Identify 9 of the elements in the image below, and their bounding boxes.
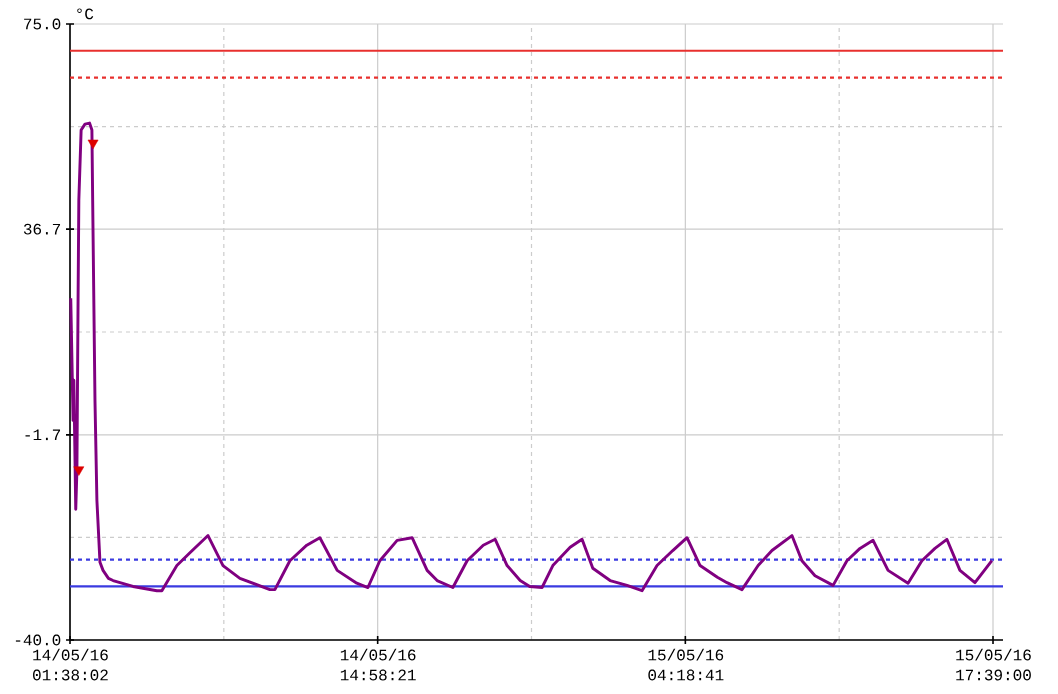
x-tick-label: 15/05/16 04:18:41 bbox=[648, 648, 724, 681]
y-tick-label: -1.7 bbox=[25, 429, 61, 441]
x-tick-label: 15/05/16 17:39:00 bbox=[956, 648, 1031, 681]
y-tick-label: -40.0 bbox=[15, 634, 61, 646]
x-tick-label: 14/05/16 14:58:21 bbox=[340, 648, 416, 681]
y-tick-label: 36.7 bbox=[23, 223, 61, 235]
y-axis-title: °C bbox=[77, 8, 94, 20]
y-tick-label: 75.0 bbox=[24, 18, 61, 30]
x-tick-label: 14/05/16 01:38:02 bbox=[33, 648, 108, 681]
